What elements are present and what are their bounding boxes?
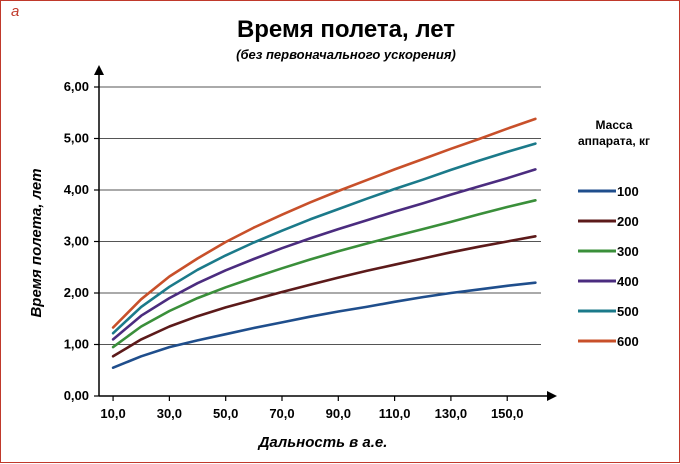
axes (94, 65, 557, 401)
series-lines (111, 117, 537, 369)
tick-labels: 0,00 1,00 2,00 3,00 4,00 5,00 6,00 10,0 30,0 50,0… (64, 79, 524, 421)
series-line-100 (111, 281, 537, 369)
x-axis-label: Дальность в а.е. (257, 434, 388, 451)
x-tick-label: 10,0 (100, 406, 125, 421)
legend-label-500: 500 (617, 304, 639, 319)
legend-label-200: 200 (617, 214, 639, 229)
legend: Масса аппарата, кг 100 200 300 400 500 600 (578, 118, 650, 349)
x-tick-label: 70,0 (269, 406, 294, 421)
x-axis-arrow (547, 391, 557, 401)
y-tick-label: 6,00 (64, 79, 89, 94)
x-tick-label: 150,0 (491, 406, 524, 421)
legend-label-600: 600 (617, 334, 639, 349)
series-line-600 (111, 117, 537, 329)
x-tick-label: 50,0 (213, 406, 238, 421)
legend-title: Масса (596, 118, 633, 132)
x-tick-label: 30,0 (157, 406, 182, 421)
chart-subtitle: (без первоначального ускорения) (236, 47, 456, 62)
panel-letter: а (11, 3, 20, 20)
x-tick-label: 130,0 (435, 406, 468, 421)
y-tick-label: 3,00 (64, 234, 89, 249)
y-axis-arrow (94, 65, 104, 75)
y-tick-label: 0,00 (64, 388, 89, 403)
legend-label-100: 100 (617, 184, 639, 199)
legend-label-300: 300 (617, 244, 639, 259)
x-tick-label: 90,0 (326, 406, 351, 421)
series-line-500 (111, 142, 537, 335)
y-tick-label: 4,00 (64, 182, 89, 197)
chart-title: Время полета, лет (237, 16, 455, 43)
legend-label-400: 400 (617, 274, 639, 289)
y-tick-label: 2,00 (64, 285, 89, 300)
y-tick-label: 1,00 (64, 337, 89, 352)
series-line-200 (111, 235, 537, 358)
x-tick-label: 110,0 (379, 406, 411, 421)
legend-title: аппарата, кг (578, 134, 650, 148)
series-line-400 (111, 168, 537, 341)
y-tick-label: 5,00 (64, 131, 89, 146)
y-axis-label: Время полета, лет (28, 168, 45, 317)
series-line-300 (111, 199, 537, 349)
